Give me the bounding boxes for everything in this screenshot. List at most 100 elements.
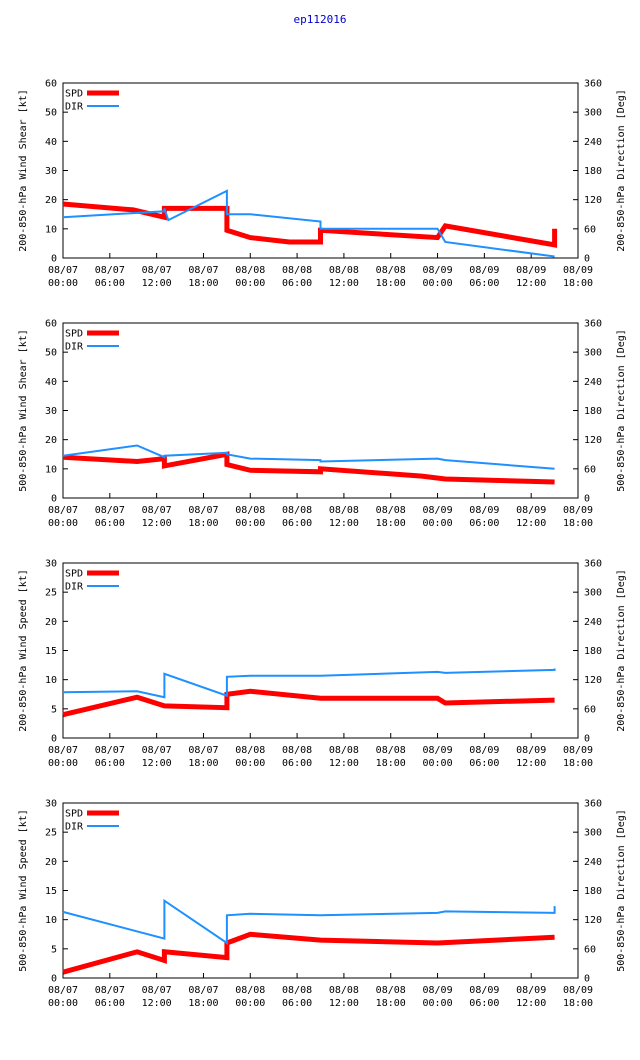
panel-3-xtick-date-8: 08/09	[422, 745, 452, 756]
panel-1-y2tick-label-1: 60	[584, 224, 596, 235]
page-title: ep112016	[293, 13, 347, 26]
panel-2-xtick-date-1: 08/07	[95, 505, 125, 516]
panel-4-xtick-date-5: 08/08	[282, 985, 312, 996]
panel-3-xtick-date-3: 08/07	[188, 745, 218, 756]
panel-3-xtick-date-9: 08/09	[469, 745, 499, 756]
panel-3-xtick-time-2: 12:00	[142, 758, 172, 769]
panel-4-xtick-time-5: 06:00	[282, 998, 312, 1009]
panel-2-y2tick-label-6: 360	[584, 319, 602, 330]
panel-2-xtick-date-2: 08/07	[142, 505, 172, 516]
panel-3-y2tick-label-3: 180	[584, 646, 602, 657]
panel-3-xtick-date-7: 08/08	[376, 745, 406, 756]
panel-4-xtick-date-1: 08/07	[95, 985, 125, 996]
panel-4-y2tick-label-0: 0	[584, 974, 590, 985]
panel-3-xtick-time-10: 12:00	[516, 758, 546, 769]
panel-2-legend-label-spd: SPD	[65, 329, 83, 340]
panel-4-xtick-time-1: 06:00	[95, 998, 125, 1009]
panel-2-xtick-date-3: 08/07	[188, 505, 218, 516]
panel-4-series-spd-line	[62, 931, 555, 975]
panel-3-xtick-date-5: 08/08	[282, 745, 312, 756]
panel-2-xtick-date-0: 08/07	[48, 505, 78, 516]
panel-4-xtick-time-6: 12:00	[329, 998, 359, 1009]
panel-4-ytick-label-3: 15	[45, 886, 57, 897]
panel-3-series-dir-line	[62, 668, 556, 699]
panel-1-xtick-date-6: 08/08	[329, 265, 359, 276]
panel-2-ytick-label-0: 0	[51, 494, 57, 505]
panel-1-xtick-time-9: 06:00	[469, 278, 499, 289]
panel-1-legend-label-spd: SPD	[65, 89, 83, 100]
panel-4-y2label: 500-850-hPa Direction [Deg]	[616, 809, 627, 972]
panel-2-legend-label-dir: DIR	[65, 342, 84, 353]
panel-3-xtick-date-2: 08/07	[142, 745, 172, 756]
panel-4-xtick-time-7: 18:00	[376, 998, 406, 1009]
panel-2-y2tick-label-2: 120	[584, 435, 602, 446]
panel-4-ytick-label-0: 0	[51, 974, 57, 985]
panel-2-ytick-label-5: 50	[45, 348, 57, 359]
panel-2-ytick-label-6: 60	[45, 319, 57, 330]
panel-3-xtick-time-7: 18:00	[376, 758, 406, 769]
panel-1-ytick-label-6: 60	[45, 79, 57, 90]
panel-3-xtick-date-0: 08/07	[48, 745, 78, 756]
panel-4-ytick-label-6: 30	[45, 799, 57, 810]
panel-4-y2tick-label-2: 120	[584, 915, 602, 926]
panel-3-xtick-date-11: 08/09	[563, 745, 593, 756]
panel-1-xtick-time-6: 12:00	[329, 278, 359, 289]
panel-1-y2tick-label-6: 360	[584, 79, 602, 90]
panel-1-y2tick-label-0: 0	[584, 254, 590, 265]
panel-2-xtick-date-9: 08/09	[469, 505, 499, 516]
panel-3-xtick-time-9: 06:00	[469, 758, 499, 769]
panel-3-ytick-label-6: 30	[45, 559, 57, 570]
panel-4-xtick-date-9: 08/09	[469, 985, 499, 996]
panel-1-xtick-time-10: 12:00	[516, 278, 546, 289]
panel-3-xtick-date-4: 08/08	[235, 745, 265, 756]
panel-2-xtick-time-0: 00:00	[48, 518, 78, 529]
panel-4-xtick-time-10: 12:00	[516, 998, 546, 1009]
panel-4-xtick-time-4: 00:00	[235, 998, 265, 1009]
panel-1-xtick-date-5: 08/08	[282, 265, 312, 276]
panel-4-xtick-date-7: 08/08	[376, 985, 406, 996]
panel-1-xtick-date-10: 08/09	[516, 265, 546, 276]
panel-3-legend-label-dir: DIR	[65, 582, 84, 593]
panel-1-xtick-date-1: 08/07	[95, 265, 125, 276]
panel-1-xtick-date-2: 08/07	[142, 265, 172, 276]
panel-3-y2tick-label-0: 0	[584, 734, 590, 745]
panel-4-xtick-date-2: 08/07	[142, 985, 172, 996]
panel-2-xtick-time-11: 18:00	[563, 518, 593, 529]
panel-1-xtick-date-9: 08/09	[469, 265, 499, 276]
panel-4-xtick-date-4: 08/08	[235, 985, 265, 996]
panel-3-y2label: 200-850-hPa Direction [Deg]	[616, 569, 627, 732]
panel-1-ytick-label-4: 40	[45, 137, 57, 148]
panel-4-y2tick-label-3: 180	[584, 886, 602, 897]
panel-4-xtick-time-3: 18:00	[188, 998, 218, 1009]
panel-4-ylabel: 500-850-hPa Wind Speed [kt]	[18, 809, 29, 972]
panel-1-xtick-time-0: 00:00	[48, 278, 78, 289]
panel-2-xtick-time-1: 06:00	[95, 518, 125, 529]
panel-1-xtick-time-11: 18:00	[563, 278, 593, 289]
panel-1-xtick-date-4: 08/08	[235, 265, 265, 276]
panel-3-y2tick-label-6: 360	[584, 559, 602, 570]
panel-3-ytick-label-4: 20	[45, 617, 57, 628]
panel-2-ytick-label-4: 40	[45, 377, 57, 388]
panel-3-xtick-time-11: 18:00	[563, 758, 593, 769]
panel-1-series-spd-line	[62, 201, 558, 248]
panel-4-ytick-label-4: 20	[45, 857, 57, 868]
panel-2-ytick-label-1: 10	[45, 464, 57, 475]
panel-4-legend-label-dir: DIR	[65, 822, 84, 833]
panel-4-xtick-date-0: 08/07	[48, 985, 78, 996]
panel-1-ytick-label-2: 20	[45, 195, 57, 206]
panel-1-xtick-time-5: 06:00	[282, 278, 312, 289]
panel-4-y2tick-label-4: 240	[584, 857, 602, 868]
panel-2-series-dir-line	[62, 444, 555, 470]
panel-1-xtick-date-8: 08/09	[422, 265, 452, 276]
panel-3-legend-label-spd: SPD	[65, 569, 83, 580]
panel-2-xtick-date-8: 08/09	[422, 505, 452, 516]
panel-1-ylabel: 200-850-hPa Wind Shear [kt]	[18, 89, 29, 252]
panel-3-xtick-time-1: 06:00	[95, 758, 125, 769]
panel-2-xtick-time-6: 12:00	[329, 518, 359, 529]
panel-3-xtick-time-0: 00:00	[48, 758, 78, 769]
panel-4-series-dir-line	[62, 898, 556, 945]
panel-1-xtick-time-7: 18:00	[376, 278, 406, 289]
panel-3-y2tick-label-1: 60	[584, 704, 596, 715]
panel-2-xtick-date-11: 08/09	[563, 505, 593, 516]
